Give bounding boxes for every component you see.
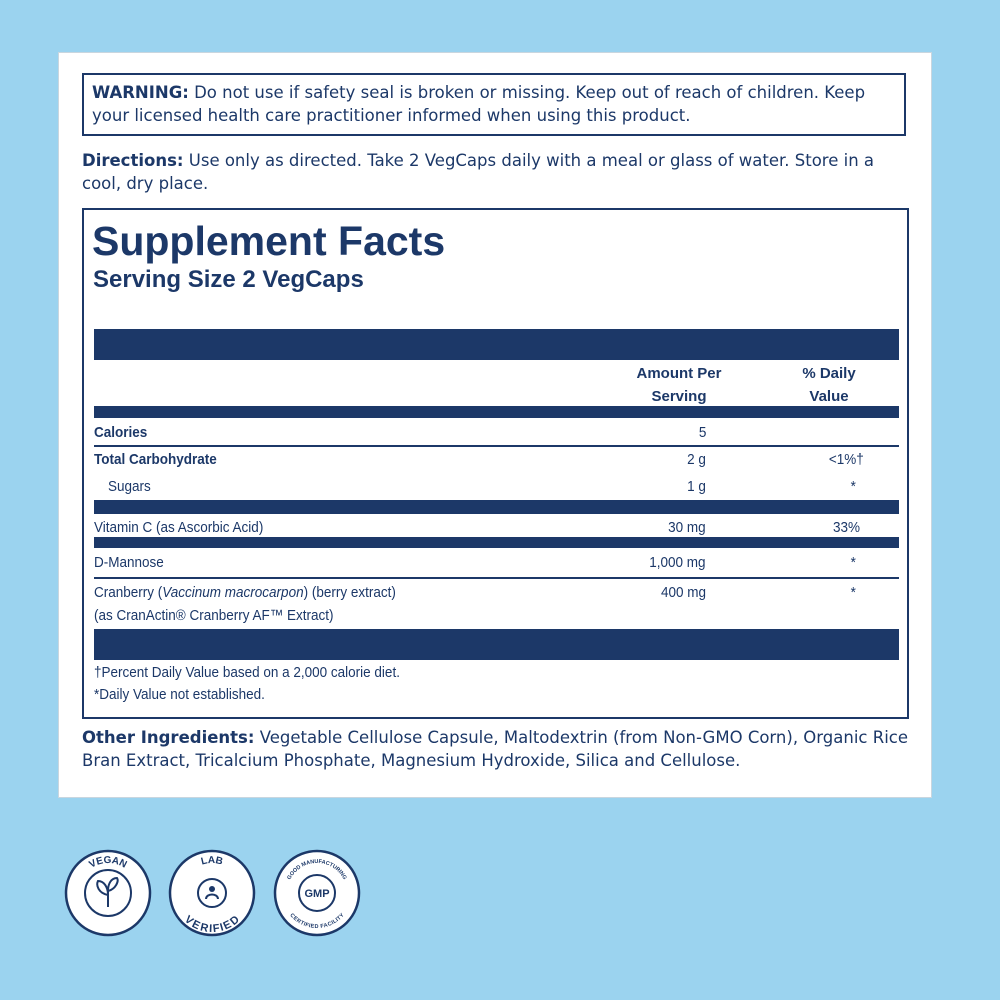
- thick-rule: [94, 329, 899, 360]
- thick-rule: [94, 629, 899, 660]
- svg-text:LAB: LAB: [200, 855, 224, 868]
- other-label: Other Ingredients:: [82, 728, 255, 747]
- svg-text:VEGAN: VEGAN: [87, 855, 128, 871]
- warning-box: WARNING: Do not use if safety seal is br…: [82, 73, 906, 136]
- row-amount: 30 mg: [668, 519, 706, 536]
- header-amount: Amount Per Serving: [636, 365, 722, 405]
- row-subname: (as CranActin® Cranberry AF™ Extract): [94, 607, 334, 624]
- footnote: *Daily Value not established.: [94, 686, 265, 703]
- directions-label: Directions:: [82, 151, 184, 170]
- row-name: Cranberry (Vaccinum macrocarpon) (berry …: [94, 584, 396, 601]
- row-amount: 400 mg: [660, 584, 706, 601]
- badge-gmp: GOOD MANUFACTURING GMP CERTIFIED FACILIT…: [273, 849, 361, 937]
- badges: VEGAN LAB VERIFIED GOOD MANUFACTURING GM…: [64, 849, 361, 937]
- warning-text: Do not use if safety seal is broken or m…: [92, 83, 866, 125]
- badge-text: VEGAN: [87, 855, 128, 871]
- row-dv: 33%: [832, 519, 860, 536]
- name-part: ) (berry extract): [303, 584, 396, 601]
- rule: [94, 577, 899, 579]
- other-text: Vegetable Cellulose Capsule, Maltodextri…: [82, 728, 909, 770]
- badge-lab: LAB VERIFIED: [168, 849, 256, 937]
- header-dv: % Daily Value: [802, 365, 856, 405]
- row-dv: *: [850, 584, 856, 601]
- rule: [94, 500, 899, 514]
- serving-size: Serving Size 2 VegCaps: [93, 266, 364, 293]
- row-amount: 1,000 mg: [649, 554, 706, 571]
- badge-text: LAB: [200, 855, 224, 868]
- directions: Directions: Use only as directed. Take 2…: [82, 149, 908, 195]
- row-amount: 1 g: [687, 478, 706, 495]
- row-name: D-Mannose: [94, 554, 164, 571]
- other-ingredients: Other Ingredients: Vegetable Cellulose C…: [82, 726, 912, 772]
- facts-title: Supplement Facts: [92, 218, 446, 264]
- row-amount: 5: [698, 424, 706, 441]
- rule: [94, 406, 899, 418]
- footnote: †Percent Daily Value based on a 2,000 ca…: [94, 664, 400, 681]
- row-name: Total Carbohydrate: [94, 451, 217, 468]
- rule: [94, 537, 899, 548]
- row-amount: 2 g: [687, 451, 706, 468]
- row-name: Sugars: [108, 478, 151, 495]
- label-panel: [58, 52, 932, 798]
- row-dv: *: [850, 478, 856, 495]
- row-name: Calories: [94, 424, 148, 441]
- directions-text: Use only as directed. Take 2 VegCaps dai…: [82, 151, 875, 193]
- supplement-facts: Supplement Facts Serving Size 2 VegCaps …: [82, 208, 909, 719]
- row-name: Vitamin C (as Ascorbic Acid): [94, 519, 264, 536]
- badge-text: GMP: [304, 888, 329, 900]
- row-dv: *: [850, 554, 856, 571]
- badge-vegan: VEGAN: [64, 849, 152, 937]
- rule: [94, 445, 899, 447]
- warning-label: WARNING:: [92, 83, 189, 102]
- name-part: Cranberry (: [94, 584, 163, 601]
- row-dv: <1%†: [829, 451, 864, 468]
- name-italic: Vaccinum macrocarpon: [162, 584, 304, 601]
